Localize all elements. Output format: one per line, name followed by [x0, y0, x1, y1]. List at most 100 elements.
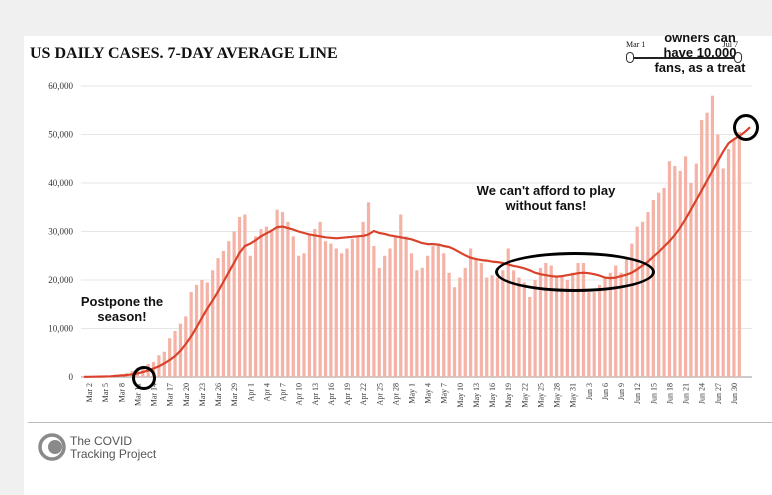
x-tick-label: Apr 7 — [279, 383, 288, 401]
x-tick-label: Apr 13 — [311, 383, 320, 405]
slider-end-handle[interactable] — [734, 52, 742, 63]
x-tick-label: Mar 26 — [214, 383, 223, 406]
x-tick-label: Apr 16 — [327, 383, 336, 405]
bar — [350, 238, 354, 377]
y-tick-label: 20,000 — [48, 275, 73, 285]
bar — [393, 236, 397, 377]
bar — [264, 226, 269, 377]
slider-start-handle[interactable] — [626, 52, 634, 63]
bar — [597, 284, 602, 377]
x-tick-label: Mar 20 — [182, 383, 191, 406]
bar — [243, 214, 247, 377]
bar — [221, 250, 226, 377]
logo-text: The COVID Tracking Project — [70, 435, 156, 461]
bar — [399, 214, 403, 377]
bar — [426, 255, 430, 377]
bar — [587, 292, 591, 377]
bar — [452, 287, 457, 377]
bar — [259, 229, 263, 377]
bar — [232, 231, 236, 377]
date-range-slider[interactable]: Mar 1 Jul 7 — [624, 36, 744, 66]
bar — [447, 272, 451, 377]
bar — [361, 221, 365, 377]
bar — [549, 265, 553, 377]
bar — [173, 330, 177, 377]
bar — [216, 258, 220, 377]
annotation-postpone: Postpone the season! — [80, 294, 164, 324]
x-tick-label: Mar 2 — [85, 383, 94, 402]
x-tick-label: Mar 23 — [198, 383, 207, 406]
bar — [603, 277, 607, 377]
bar — [700, 119, 704, 377]
bar — [511, 270, 516, 377]
footer-divider — [28, 422, 772, 423]
x-tick-label: May 1 — [408, 383, 417, 404]
x-tick-label: Jun 18 — [666, 383, 675, 404]
x-tick-label: Jun 3 — [585, 383, 594, 400]
x-tick-label: Jun 15 — [649, 383, 658, 404]
bar — [726, 149, 731, 377]
bar — [667, 161, 672, 377]
bar — [474, 258, 478, 377]
annotation-owners: owners can have 10,000 fans, as a treat — [654, 30, 746, 75]
x-tick-label: Mar 29 — [230, 383, 239, 406]
bar — [297, 255, 301, 377]
bar — [635, 226, 639, 377]
bar — [340, 253, 344, 377]
bar — [469, 248, 473, 377]
y-tick-label: 50,000 — [48, 130, 73, 140]
bar — [608, 272, 612, 377]
x-tick-label: Jun 27 — [714, 383, 723, 404]
bar — [528, 296, 532, 377]
bar — [506, 248, 510, 377]
x-tick-label: May 25 — [537, 383, 546, 408]
logo-text-line1: The COVID — [70, 434, 133, 448]
bar — [640, 221, 645, 377]
bar — [689, 183, 693, 377]
bar — [710, 95, 715, 377]
slider-track[interactable] — [630, 57, 738, 59]
bar — [227, 241, 231, 377]
bar — [683, 156, 688, 377]
bar — [694, 163, 698, 377]
bar — [323, 241, 328, 377]
bar — [200, 280, 204, 377]
bar — [184, 316, 188, 377]
annotation-no-fans: We can't afford to play without fans! — [476, 183, 616, 213]
bar — [581, 263, 586, 377]
bar — [415, 270, 419, 377]
bar — [463, 267, 467, 377]
bar — [517, 277, 521, 377]
bar — [678, 170, 682, 377]
bar — [404, 236, 408, 377]
x-tick-label: Jun 21 — [682, 383, 691, 404]
x-tick-label: Jun 30 — [730, 383, 739, 404]
bar — [657, 192, 661, 377]
bar — [721, 168, 725, 377]
bar — [388, 248, 392, 377]
bar — [673, 166, 677, 377]
bar — [732, 139, 736, 377]
bar — [576, 263, 580, 377]
bar — [624, 258, 629, 377]
slider-start-label: Mar 1 — [626, 40, 646, 49]
y-tick-label: 60,000 — [48, 81, 73, 91]
bar — [377, 267, 381, 377]
x-tick-label: Mar 11 — [133, 383, 142, 406]
bar — [318, 221, 322, 377]
bar — [544, 263, 548, 377]
x-tick-label: Apr 10 — [295, 383, 304, 405]
bar — [436, 243, 440, 377]
x-tick-label: May 10 — [456, 383, 465, 408]
bar — [168, 338, 172, 377]
covid-tracking-logo-icon — [38, 433, 66, 461]
y-tick-label: 40,000 — [48, 178, 73, 188]
x-tick-label: May 19 — [504, 383, 513, 408]
annotation-ring-small — [132, 366, 156, 390]
bar — [329, 243, 333, 377]
bar — [737, 132, 741, 377]
bar — [619, 272, 623, 377]
bar — [614, 265, 618, 377]
bar — [372, 246, 376, 377]
x-tick-label: Apr 1 — [246, 383, 255, 401]
